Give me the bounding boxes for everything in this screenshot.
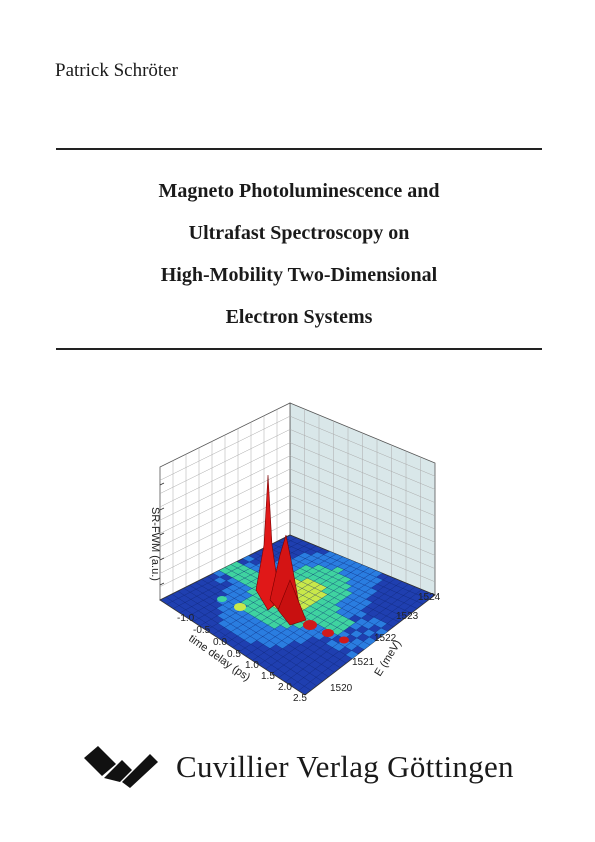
x-tick: 1.0 — [245, 660, 259, 671]
grid-line — [230, 564, 376, 641]
y-tick: 1521 — [352, 657, 375, 668]
floor-patch — [222, 601, 235, 609]
title-line-2: Ultrafast Spectroscopy on — [188, 222, 410, 244]
floor-patch — [229, 612, 243, 621]
plot-svg: SR-FWM (a.u.) -1.0 -0.5 0.0 0.5 1.0 1.5 … — [149, 402, 441, 704]
ridge-bump-2 — [322, 629, 334, 637]
y-tick: 1524 — [418, 592, 441, 603]
y-tick: 1522 — [374, 633, 397, 644]
floor-patch — [223, 616, 237, 624]
floor-patch — [227, 591, 241, 599]
grid-line — [289, 468, 436, 530]
x-tick: 0.5 — [227, 649, 241, 660]
x-tick-labels: -1.0 -0.5 0.0 0.5 1.0 1.5 2.0 2.5 — [177, 613, 307, 704]
x-tick: 1.5 — [261, 671, 275, 682]
main-peak — [255, 474, 281, 611]
floor-patch — [217, 612, 230, 620]
cover-3d-plot: SR-FWM (a.u.) -1.0 -0.5 0.0 0.5 1.0 1.5 … — [130, 395, 470, 715]
floor-patch — [370, 577, 383, 584]
book-title: Magneto Photoluminescence and Ultrafast … — [56, 170, 542, 338]
floor-patch — [369, 570, 383, 578]
grid-line — [265, 578, 396, 670]
grid-line — [278, 540, 424, 605]
x-tick: 2.0 — [278, 682, 292, 693]
floor-patch — [217, 619, 231, 628]
grid-line — [238, 567, 370, 652]
ridge-bump-4 — [234, 603, 246, 611]
author-name: Patrick Schröter — [55, 60, 178, 81]
grid-line — [284, 537, 430, 600]
grid-line — [289, 521, 436, 583]
wall-grid — [159, 409, 436, 594]
title-line-3: High-Mobility Two-Dimensional — [160, 264, 438, 286]
bottom-divider — [56, 348, 542, 350]
floor-patch — [221, 594, 235, 602]
ridge-bump-1 — [303, 620, 317, 630]
y-tick: 1520 — [330, 683, 353, 694]
floor-grid — [165, 537, 430, 691]
x-tick: 2.5 — [293, 693, 307, 704]
z-axis-label: SR-FWM (a.u.) — [149, 507, 161, 581]
ridge-bump-3 — [339, 636, 349, 644]
x-tick: 0.0 — [213, 637, 227, 648]
x-tick: -1.0 — [177, 613, 195, 624]
y-tick-labels: 1520 1521 1522 1523 1524 — [330, 592, 441, 694]
title-line-4: Electron Systems — [225, 306, 373, 328]
grid-line — [298, 592, 429, 691]
cuvillier-logo-icon — [84, 746, 158, 788]
grid-line — [272, 543, 418, 609]
grid-line — [271, 581, 403, 674]
floor-patch — [216, 605, 230, 613]
publisher-block: Cuvillier Verlag Göttingen — [82, 742, 552, 798]
y-tick: 1523 — [396, 611, 419, 622]
x-tick: -0.5 — [193, 625, 211, 636]
grid-line — [285, 586, 416, 683]
floor-patch — [223, 608, 236, 617]
grid-line — [289, 495, 436, 556]
floor-patch — [230, 620, 243, 629]
y-axis-label: E (meV) — [372, 638, 404, 679]
floor-patch — [219, 567, 232, 575]
z-axis-ticks — [159, 482, 165, 586]
top-divider — [56, 148, 542, 150]
title-line-1: Magneto Photoluminescence and — [158, 180, 440, 202]
floor-patch — [221, 587, 234, 595]
grid-line — [245, 570, 376, 657]
floor-patch — [224, 623, 238, 632]
peaks — [217, 474, 349, 644]
third-peak — [277, 579, 307, 626]
grid-line — [289, 481, 436, 543]
floor-patch — [213, 577, 227, 584]
floor-patch — [213, 570, 226, 578]
grid-line — [258, 575, 389, 665]
publisher-name: Cuvillier Verlag Göttingen — [176, 749, 514, 784]
grid-line — [278, 583, 409, 678]
grid-line — [291, 589, 422, 687]
ridge-bump-5 — [217, 596, 227, 602]
floor-patch — [231, 628, 244, 636]
grid-line — [289, 508, 436, 569]
grid-line — [252, 573, 383, 661]
